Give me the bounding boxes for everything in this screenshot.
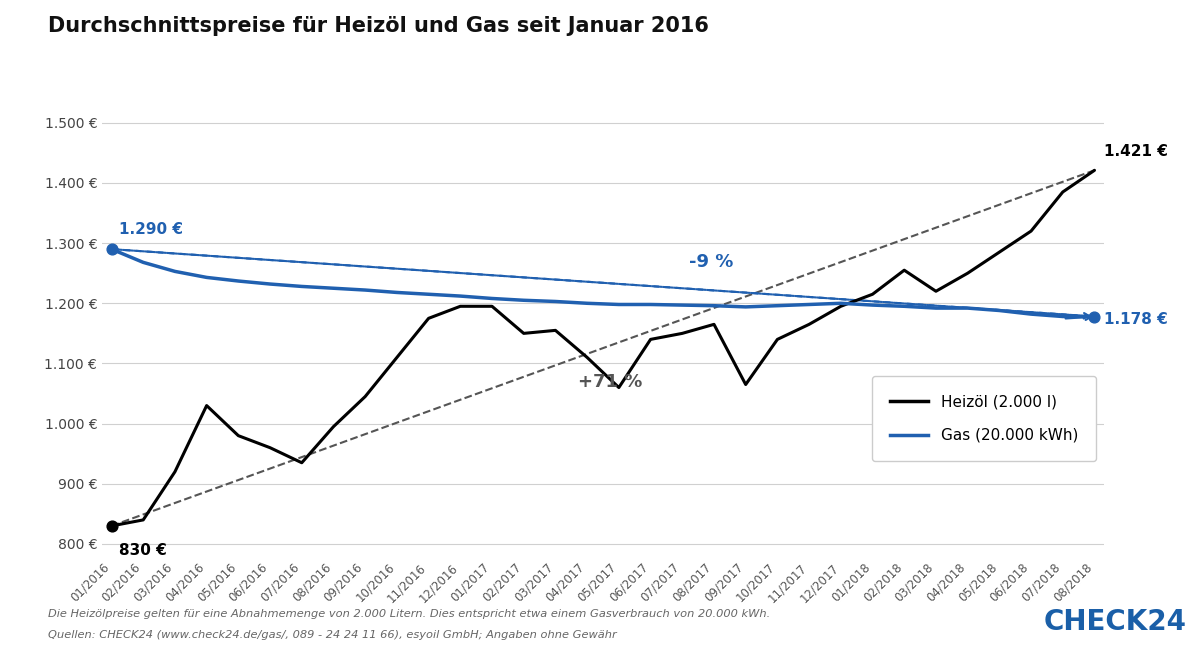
Text: 1.290 €: 1.290 € [120,222,184,237]
Legend: Heizöl (2.000 l), Gas (20.000 kWh): Heizöl (2.000 l), Gas (20.000 kWh) [872,376,1097,461]
Text: 830 €: 830 € [120,543,167,558]
Text: Durchschnittspreise für Heizöl und Gas seit Januar 2016: Durchschnittspreise für Heizöl und Gas s… [48,16,709,36]
Text: 1.178 €: 1.178 € [1104,312,1168,327]
Text: Die Heizölpreise gelten für eine Abnahmemenge von 2.000 Litern. Dies entspricht : Die Heizölpreise gelten für eine Abnahme… [48,609,770,619]
Point [102,520,121,531]
Text: -9 %: -9 % [689,253,733,271]
Text: +71 %: +71 % [577,373,642,391]
Text: 1.421 €: 1.421 € [1104,145,1168,159]
Text: Quellen: CHECK24 (www.check24.de/gas/, 089 - 24 24 11 66), esyoil GmbH; Angaben : Quellen: CHECK24 (www.check24.de/gas/, 0… [48,630,617,640]
Point [102,244,121,255]
Text: CHECK24: CHECK24 [1044,608,1187,636]
Point [1085,311,1104,322]
